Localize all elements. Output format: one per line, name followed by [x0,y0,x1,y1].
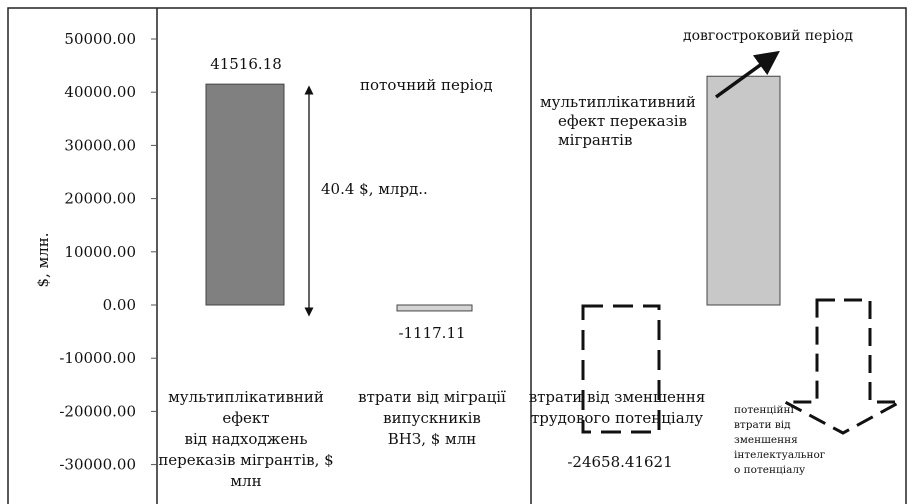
category-label-line: ВНЗ, $ млн [388,430,477,448]
category-label-line: ефект переказів [558,112,687,130]
category-label-line: мігрантів [558,131,632,149]
category-label-line: втрати від [734,419,791,431]
category-label-line: переказів мігрантів, $ [158,451,333,469]
category-label-line: інтелектуальног [734,449,826,461]
category-label-2: втрати від міграції випускників ВНЗ, $ млн [358,388,506,448]
y-tick-label: 50000.00 [64,30,136,48]
y-ticks: 50000.00 40000.00 30000.00 20000.00 10000.00… [59,30,157,474]
category-label-line: зменшення [734,434,798,446]
long-term-arrow [714,50,780,99]
bar-value-label: -1117.11 [398,324,465,342]
current-period-label: поточний період [360,76,493,94]
bar-value-label: -24658.41621 [567,453,672,471]
category-label-1: мультиплікативний ефект від надходжень пере… [158,388,333,490]
y-axis-label: $, млн. [34,232,52,287]
category-label-5: потенційні втрати від зменшення інтелектуал… [734,404,826,476]
y-tick-label: 10000.00 [64,243,136,261]
category-label-3: втрати від зменшення трудового потенціалу [529,388,706,427]
bar-labour-losses-dashed [581,304,661,434]
category-label-line: потенційні [734,404,794,416]
plot-frame [7,7,907,504]
category-label-line: мультиплікативний [540,93,696,111]
potential-losses-dashed-arrow [784,298,901,435]
category-label-line: втрати від міграції [358,388,506,406]
bar-value-label: 41516.18 [210,55,282,73]
long-term-period-label: довгостроковий період [683,28,853,44]
category-label-line: випускників [383,409,481,427]
y-tick-label: -10000.00 [59,349,136,367]
category-label-line: ефект [222,409,269,427]
y-tick-label: 30000.00 [64,136,136,154]
y-tick-label: -20000.00 [59,402,136,420]
category-label-line: млн [230,472,261,490]
category-label-line: мультиплікативний [168,388,324,406]
y-tick-label: -30000.00 [59,456,136,474]
difference-label: 40.4 $, млрд.. [321,180,428,198]
category-label-line: від надходжень [185,430,308,448]
bar-remittance-effect [205,83,285,306]
bar-long-term-remittance [706,75,781,306]
y-tick-label: 20000.00 [64,190,136,208]
category-label-line: трудового потенціалу [531,409,703,427]
y-tick-label: 40000.00 [64,83,136,101]
category-label-line: о потенціалу [734,464,806,476]
bar-graduate-losses [396,304,473,312]
category-label-line: втрати від зменшення [529,388,706,406]
y-tick-label: 0.00 [103,296,136,314]
